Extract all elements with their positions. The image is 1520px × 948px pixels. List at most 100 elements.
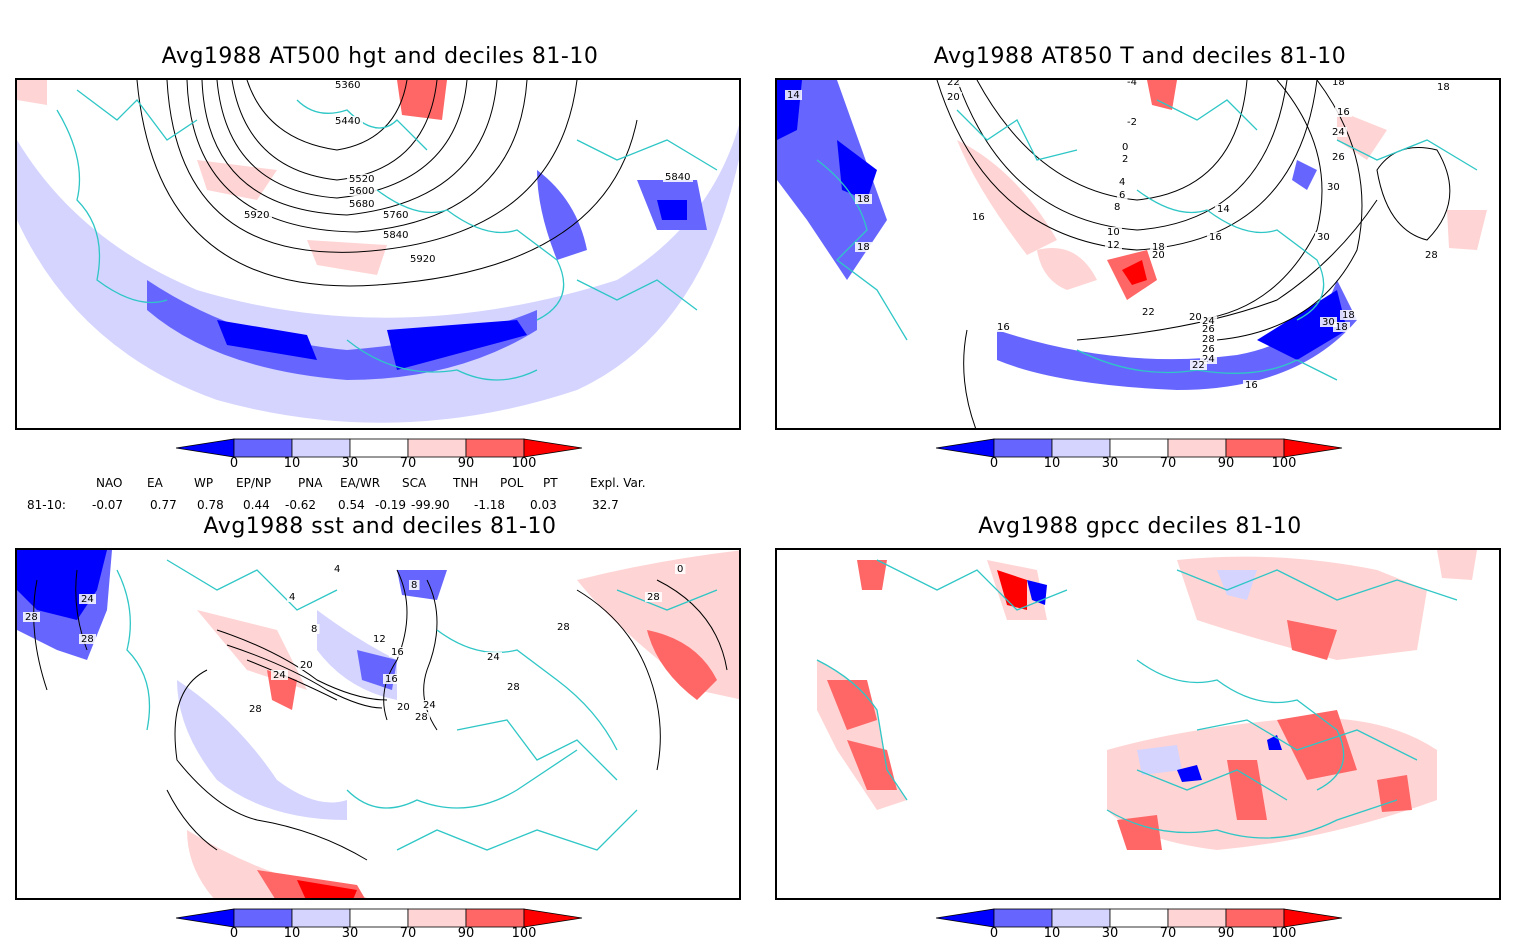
- contour-label: 28: [1423, 250, 1440, 261]
- contour-label: 16: [1207, 232, 1224, 243]
- svg-text:28: 28: [249, 704, 262, 715]
- index-value: -99.90: [411, 498, 450, 512]
- index-header: TNH: [453, 476, 479, 490]
- index-header: PT: [543, 476, 558, 490]
- cb-tick: 30: [341, 926, 359, 941]
- cb-tick: 30: [341, 456, 359, 471]
- index-value: 0.44: [243, 498, 270, 512]
- contour-label: 28: [645, 592, 662, 603]
- svg-text:24: 24: [81, 594, 94, 605]
- cb-tick: 30: [1101, 926, 1119, 941]
- index-header: SCA: [402, 476, 427, 490]
- contour-label: 12: [371, 634, 388, 645]
- contour-label: 18: [1340, 310, 1357, 321]
- index-value: 0.03: [530, 498, 557, 512]
- contour-label: 5840: [663, 172, 693, 183]
- svg-text:18: 18: [857, 194, 870, 205]
- contour-label: 16: [1243, 380, 1260, 391]
- contour-label: 18: [1333, 322, 1350, 333]
- svg-text:26: 26: [1202, 344, 1215, 355]
- svg-text:5600: 5600: [349, 186, 374, 197]
- svg-text:28: 28: [557, 622, 570, 633]
- panel-title-hgt500: Avg1988 AT500 hgt and deciles 81-10: [161, 44, 599, 69]
- svg-text:5920: 5920: [410, 254, 435, 265]
- svg-text:16: 16: [1337, 107, 1350, 118]
- cb-tick: 100: [511, 926, 537, 941]
- svg-text:5360: 5360: [335, 80, 360, 91]
- contour-label: 24: [271, 670, 288, 681]
- index-value: -0.19: [375, 498, 407, 512]
- contour-label: 6: [1117, 190, 1128, 201]
- svg-text:10: 10: [1107, 227, 1120, 238]
- svg-text:-4: -4: [1127, 80, 1137, 88]
- svg-text:28: 28: [81, 634, 94, 645]
- cb-tick: 100: [511, 456, 537, 471]
- index-header: EA/WR: [340, 476, 381, 490]
- svg-text:30: 30: [1327, 182, 1340, 193]
- contour-label: 5920: [408, 254, 438, 265]
- map-sst: 28 24 28 4 8 12 16 20 24 28 16 20 24 28 24 28 28 28 0 4 8: [15, 548, 741, 900]
- svg-text:0: 0: [677, 564, 683, 575]
- contour-label: 5840: [381, 230, 411, 241]
- svg-text:28: 28: [25, 612, 38, 623]
- svg-text:18: 18: [1335, 322, 1348, 333]
- contour-label: 18: [1435, 82, 1452, 93]
- contour-label: 22: [1190, 360, 1207, 371]
- index-header: EP/NP: [236, 476, 272, 490]
- svg-text:18: 18: [1437, 82, 1450, 93]
- contour-label: 24: [1200, 354, 1217, 365]
- contour-label: 8: [409, 580, 420, 591]
- contour-label: 12: [1105, 240, 1122, 251]
- cb-tick: 70: [1159, 926, 1177, 941]
- svg-text:5840: 5840: [383, 230, 408, 241]
- svg-text:20: 20: [1152, 250, 1165, 261]
- colorbar-gpcc: 0 10 30 70 90 100: [935, 908, 1356, 948]
- contour-label: 16: [970, 212, 987, 223]
- index-header: NAO: [96, 476, 123, 490]
- contour-label: 24: [1200, 316, 1217, 327]
- index-value: -1.18: [474, 498, 506, 512]
- contour-label: 28: [555, 622, 572, 633]
- index-value: -0.07: [92, 498, 124, 512]
- svg-text:16: 16: [385, 674, 398, 685]
- contour-label: 14: [1215, 204, 1232, 215]
- svg-text:20: 20: [947, 92, 960, 103]
- svg-text:24: 24: [1202, 316, 1215, 327]
- cb-tick: 90: [1217, 456, 1235, 471]
- cb-tick: 10: [283, 926, 301, 941]
- svg-text:14: 14: [1217, 204, 1230, 215]
- svg-text:24: 24: [1202, 354, 1215, 365]
- svg-text:4: 4: [289, 592, 295, 603]
- colorbar-hgt500: 0 10 30 70 90 100: [175, 438, 596, 478]
- svg-text:26: 26: [1202, 324, 1215, 335]
- svg-text:2: 2: [1122, 154, 1128, 165]
- contour-label: 10: [1105, 227, 1122, 238]
- svg-text:5520: 5520: [349, 174, 374, 185]
- svg-text:28: 28: [415, 712, 428, 723]
- svg-text:16: 16: [1209, 232, 1222, 243]
- contour-label: 22: [945, 80, 962, 88]
- svg-text:30: 30: [1322, 317, 1335, 328]
- contour-label: 4: [287, 592, 298, 603]
- svg-text:12: 12: [1107, 240, 1120, 251]
- index-header: WP: [194, 476, 214, 490]
- cb-tick: 0: [229, 926, 239, 941]
- contour-label: 5680: [347, 199, 377, 210]
- contour-label: 8: [1112, 202, 1123, 213]
- panel-title-t850: Avg1988 AT850 T and deciles 81-10: [933, 44, 1347, 69]
- contour-label: 24: [1330, 127, 1347, 138]
- svg-text:4: 4: [1119, 177, 1125, 188]
- cb-tick: 70: [399, 456, 417, 471]
- contour-label: 28: [413, 712, 430, 723]
- svg-text:5680: 5680: [349, 199, 374, 210]
- svg-text:22: 22: [1192, 360, 1205, 371]
- map-t850: 14 22 20 -4 18 16 18 16 -2 0 2 4 6 8 10 12 14 16 18 20 22 24 2…: [775, 78, 1501, 430]
- svg-text:0: 0: [1122, 142, 1128, 153]
- index-header: Expl. Var.: [590, 476, 646, 490]
- svg-text:24: 24: [273, 670, 286, 681]
- cb-tick: 100: [1271, 456, 1297, 471]
- contour-label: 0: [675, 564, 686, 575]
- svg-text:28: 28: [1425, 250, 1438, 261]
- svg-text:22: 22: [947, 80, 960, 88]
- contour-label: 30: [1315, 232, 1332, 243]
